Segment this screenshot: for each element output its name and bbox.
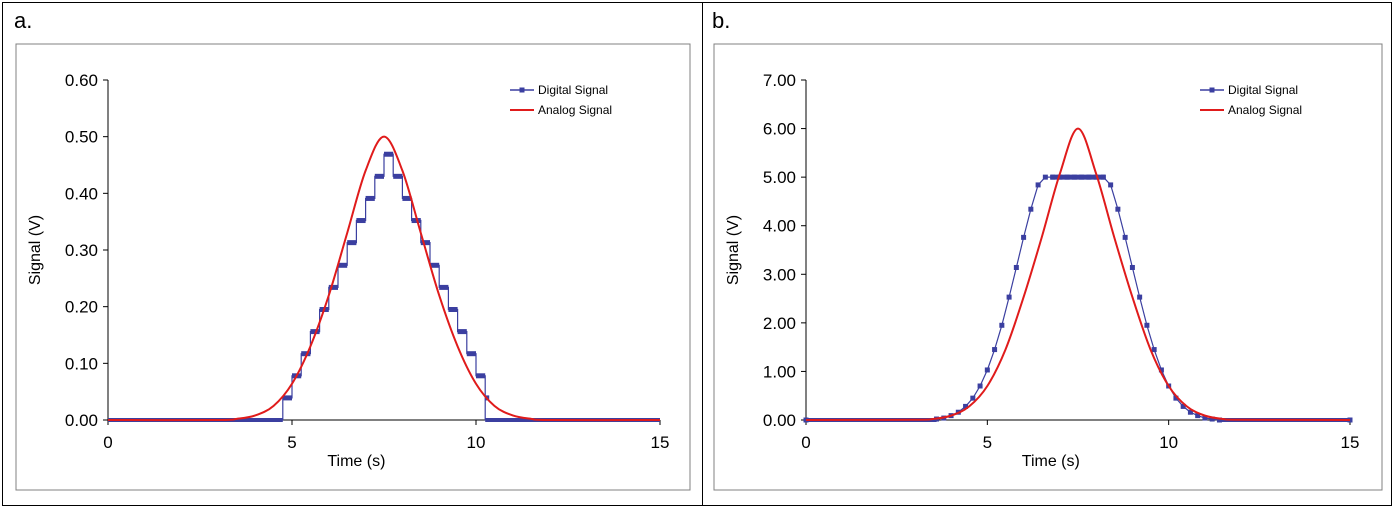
digital-signal-point — [1137, 294, 1143, 300]
x-tick-label: 0 — [103, 433, 112, 452]
digital-signal-point — [1216, 417, 1222, 423]
digital-signal-point — [1006, 294, 1012, 300]
digital-signal-point — [970, 395, 976, 401]
digital-signal-point — [347, 240, 357, 246]
panel-a-label: a. — [14, 8, 33, 33]
x-tick-label: 10 — [1159, 433, 1178, 452]
digital-signal-point — [1202, 415, 1208, 421]
digital-signal-point — [430, 262, 440, 268]
y-tick-label: 0.00 — [763, 411, 796, 430]
digital-signal-point — [1122, 234, 1128, 240]
chart-area — [15, 43, 691, 491]
digital-signal-point — [338, 262, 348, 268]
digital-signal-point — [1050, 174, 1106, 180]
legend-digital-marker — [1209, 87, 1215, 93]
y-tick-label: 0.30 — [65, 241, 98, 260]
panel-b-label: b. — [712, 8, 731, 33]
digital-signal-point — [1144, 322, 1150, 328]
series-analog-signal — [107, 135, 661, 422]
digital-signal-point — [466, 351, 476, 357]
y-tick-label: 4.00 — [763, 217, 796, 236]
digital-signal-point — [1158, 367, 1164, 373]
chart-a: 0.00 0.10 0.20 0.30 0.40 0.50 0.60 0 5 10 15 Time (… — [15, 43, 691, 491]
y-tick-label: 0.10 — [65, 354, 98, 373]
digital-signal-point — [356, 218, 366, 224]
y-tick-label: 0.60 — [65, 71, 98, 90]
x-tick-label: 5 — [287, 433, 296, 452]
y-tick-label: 2.00 — [763, 314, 796, 333]
digital-signal-point — [301, 351, 311, 357]
y-tick-label: 6.00 — [763, 120, 796, 139]
digital-signal-point — [384, 151, 394, 157]
digital-signal-point — [1021, 234, 1027, 240]
x-tick-label: 10 — [467, 433, 486, 452]
x-tick-label: 15 — [1341, 433, 1360, 452]
y-tick-label: 3.00 — [763, 265, 796, 284]
legend-digital-label: Digital Signal — [1228, 83, 1298, 97]
digital-signal-point — [1108, 182, 1114, 188]
digital-signal-point — [282, 395, 292, 401]
y-tick-label: 0.50 — [65, 128, 98, 147]
digital-signal-point — [1115, 206, 1121, 212]
y-axis-label: Signal (V) — [725, 215, 742, 285]
digital-signal-point — [1035, 182, 1041, 188]
digital-signal-point — [439, 284, 449, 290]
digital-signal-point — [963, 403, 969, 409]
digital-signal-point — [411, 218, 421, 224]
digital-signal-point — [1209, 416, 1215, 422]
digital-signal-point — [328, 284, 338, 290]
legend: Digital Signal Analog Signal — [1200, 83, 1302, 117]
chart-area — [713, 43, 1383, 491]
legend-analog-label: Analog Signal — [538, 103, 612, 117]
digital-signal-point — [1187, 409, 1193, 415]
digital-signal-point — [992, 347, 998, 353]
legend-digital-marker — [519, 87, 525, 93]
digital-signal-point — [374, 173, 384, 179]
y-tick-label: 5.00 — [763, 168, 796, 187]
digital-signal-point — [1151, 347, 1157, 353]
y-tick-label: 0.40 — [65, 184, 98, 203]
digital-signal-point — [977, 383, 983, 389]
analog-signal-line — [107, 135, 661, 422]
panel-divider — [702, 2, 703, 506]
y-tick-label: 1.00 — [763, 362, 796, 381]
y-tick-label: 0.00 — [65, 411, 98, 430]
x-axis-label: Time (s) — [327, 453, 385, 470]
digital-signal-point — [393, 173, 403, 179]
digital-signal-point — [1195, 413, 1201, 419]
y-tick-label: 7.00 — [763, 71, 796, 90]
x-tick-label: 0 — [801, 433, 810, 452]
y-axis-label: Signal (V) — [27, 215, 44, 285]
x-tick-label: 5 — [983, 433, 992, 452]
analog-signal-line — [805, 127, 1351, 421]
digital-signal-point — [420, 240, 430, 246]
digital-signal-point — [402, 195, 412, 201]
digital-signal-point — [448, 307, 458, 312]
digital-signal-point — [1129, 264, 1135, 270]
digital-signal-point — [1013, 264, 1019, 270]
digital-signal-point — [476, 373, 486, 379]
digital-signal-point — [457, 329, 467, 335]
legend: Digital Signal Analog Signal — [510, 83, 612, 117]
digital-signal-point — [984, 367, 990, 373]
x-tick-label: 15 — [651, 433, 670, 452]
y-tick-label: 0.20 — [65, 298, 98, 317]
chart-b: 0.00 1.00 2.00 3.00 4.00 5.00 6.00 7.00 0 5 10 15 Ti… — [713, 43, 1383, 491]
legend-analog-label: Analog Signal — [1228, 103, 1302, 117]
digital-signal-point — [1028, 206, 1034, 212]
digital-signal-point — [1042, 174, 1048, 180]
series-analog-signal — [805, 127, 1351, 421]
digital-signal-point — [1180, 403, 1186, 409]
digital-signal-point — [1173, 395, 1179, 401]
x-axis-label: Time (s) — [1022, 453, 1080, 470]
digital-signal-point — [310, 329, 320, 335]
digital-signal-point — [365, 195, 375, 201]
legend-digital-label: Digital Signal — [538, 83, 608, 97]
digital-signal-point — [999, 322, 1005, 328]
